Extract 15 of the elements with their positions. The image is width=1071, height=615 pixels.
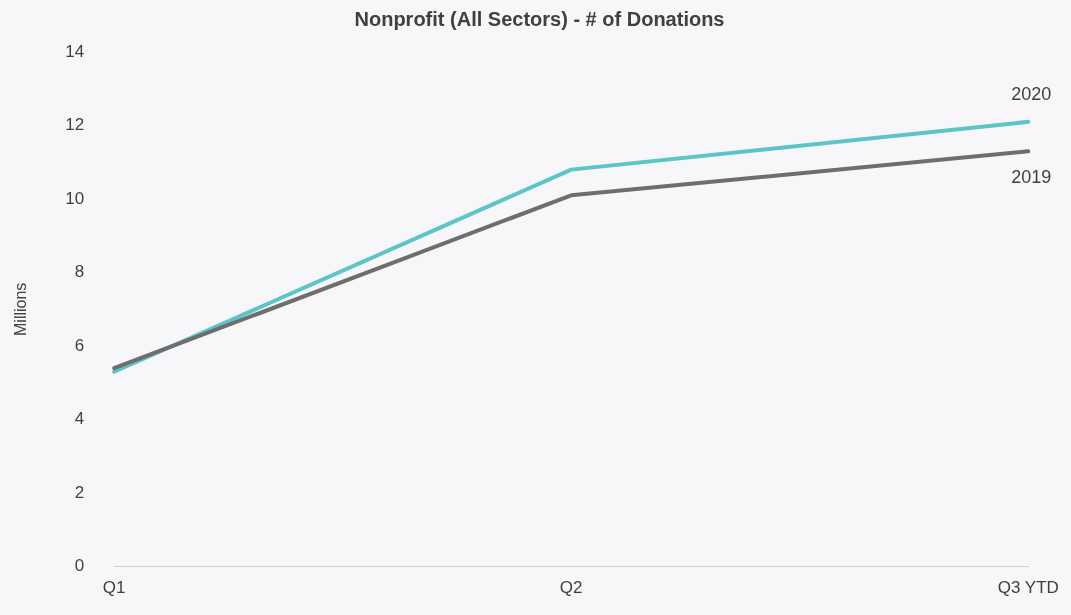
x-tick-label: Q1	[102, 578, 126, 598]
y-axis-title: Millions	[12, 282, 30, 336]
series-label: 2019	[1011, 167, 1052, 188]
y-tick-label: 12	[65, 115, 85, 135]
x-tick-label: Q3 YTD	[997, 578, 1059, 598]
y-tick-label: 4	[74, 409, 85, 429]
x-tick-label: Q2	[559, 578, 583, 598]
y-tick-label: 6	[74, 335, 85, 355]
y-tick-label: 8	[74, 262, 85, 282]
y-tick-label: 14	[65, 41, 85, 61]
y-tick-label: 0	[74, 556, 85, 576]
y-tick-label: 2	[74, 482, 85, 502]
chart-title: Nonprofit (All Sectors) - # of Donations	[354, 7, 725, 30]
y-tick-label: 10	[65, 188, 85, 208]
series-label: 2020	[1011, 83, 1052, 104]
